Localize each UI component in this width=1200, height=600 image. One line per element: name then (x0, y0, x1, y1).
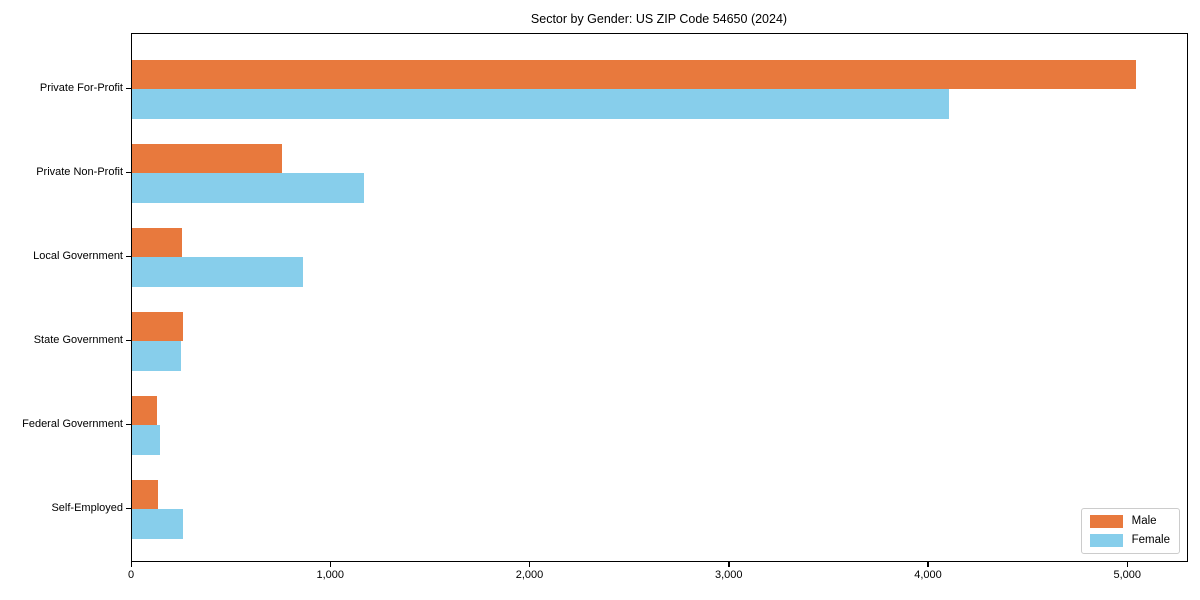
bar-female-1 (132, 173, 365, 203)
y-tick-label: Local Government (33, 250, 123, 262)
y-tick-label: State Government (33, 334, 123, 346)
bar-male-3 (132, 311, 183, 341)
bar-male-2 (132, 227, 182, 257)
legend-label-female: Female (1131, 534, 1170, 546)
y-tick-label: Federal Government (22, 418, 123, 430)
y-tick-label: Private For-Profit (39, 82, 123, 94)
x-tick-mark (130, 562, 132, 568)
legend-swatch-female (1089, 534, 1123, 547)
y-tick-mark (126, 87, 131, 89)
y-tick-mark (126, 423, 131, 425)
bar-male-0 (132, 59, 1137, 89)
y-tick-mark (126, 507, 131, 509)
bar-female-0 (132, 89, 949, 119)
x-tick-label: 4,000 (914, 569, 942, 581)
x-tick-mark (528, 562, 531, 568)
chart-title: Sector by Gender: US ZIP Code 54650 (202… (530, 12, 788, 26)
legend-item-male: Male (1089, 515, 1170, 528)
x-tick-label: 5,000 (1113, 569, 1141, 581)
bar-male-1 (132, 143, 283, 173)
legend-swatch-male (1089, 515, 1123, 528)
legend-label-male: Male (1131, 515, 1157, 527)
bar-male-4 (132, 395, 157, 425)
y-tick-mark (126, 255, 131, 257)
y-tick-label: Private Non-Profit (36, 166, 123, 178)
bar-female-5 (132, 509, 183, 539)
plot-area: Male Female (131, 33, 1188, 562)
x-tick-label: 0 (127, 569, 135, 581)
y-tick-mark (126, 339, 131, 341)
x-tick-label: 3,000 (714, 569, 743, 581)
x-tick-mark (329, 562, 332, 568)
y-tick-label: Self-Employed (51, 502, 123, 514)
bar-female-3 (132, 341, 181, 371)
x-tick-mark (1126, 562, 1129, 568)
legend-item-female: Female (1089, 534, 1170, 547)
x-tick-label: 2,000 (515, 569, 544, 581)
bar-female-2 (132, 257, 304, 287)
y-tick-mark (126, 171, 131, 173)
x-tick-mark (927, 562, 929, 568)
bar-female-4 (132, 425, 160, 455)
x-tick-label: 1,000 (316, 569, 344, 581)
x-tick-mark (728, 562, 730, 568)
bar-male-5 (132, 479, 158, 509)
legend: Male Female (1080, 508, 1180, 554)
